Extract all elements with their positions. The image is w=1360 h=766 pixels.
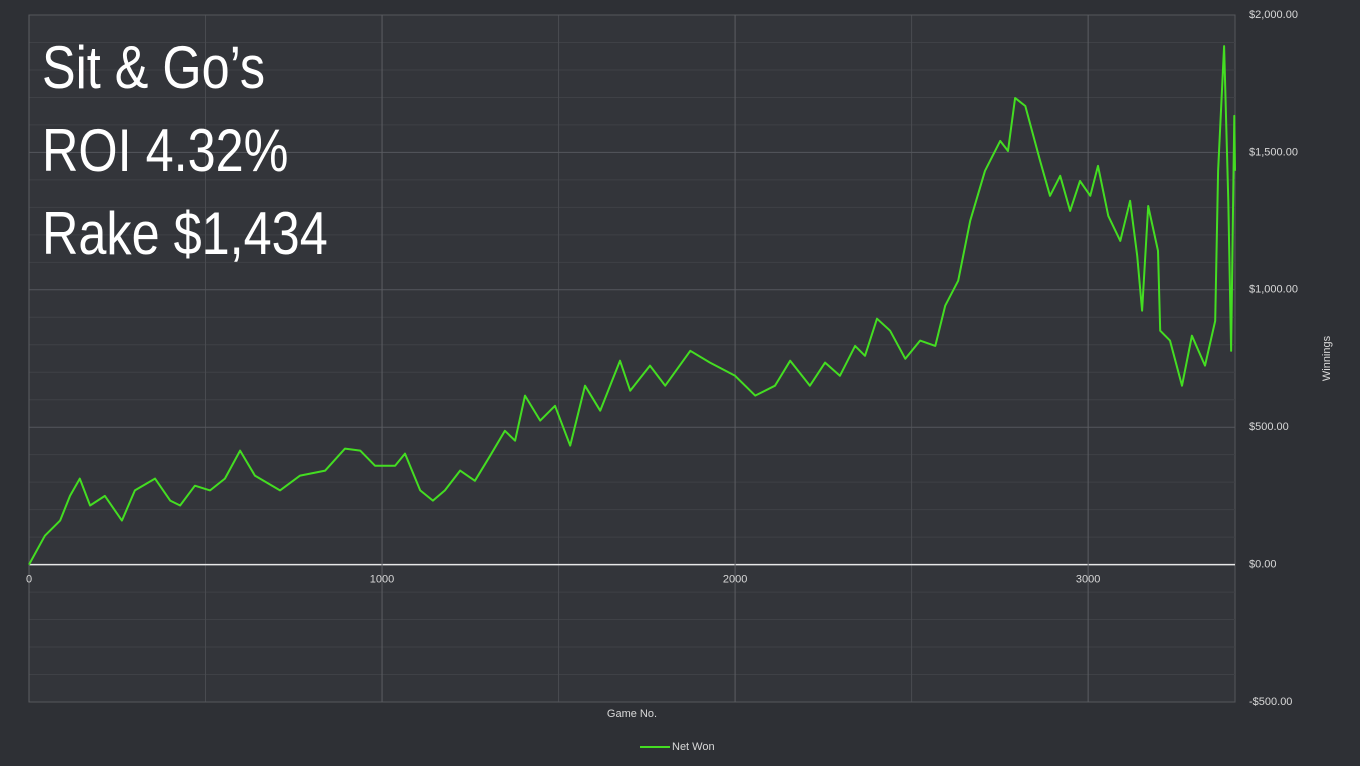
x-tick-label: 0 — [26, 574, 32, 586]
y-tick-label: $2,000.00 — [1249, 9, 1298, 21]
y-tick-label: $0.00 — [1249, 559, 1277, 571]
annotation: Sit & Go’s — [42, 34, 265, 101]
data-line — [28, 45, 1236, 566]
x-tick-label: 2000 — [723, 574, 747, 586]
annotation: Rake $1,434 — [42, 200, 328, 267]
x-tick-label: 1000 — [370, 574, 394, 586]
x-tick-label: 3000 — [1076, 574, 1100, 586]
y-axis-label: Winnings — [1321, 335, 1333, 381]
legend-label: Net Won — [672, 741, 715, 753]
annotation: ROI 4.32% — [42, 117, 288, 184]
y-tick-label: $1,500.00 — [1249, 146, 1298, 158]
y-tick-label: $500.00 — [1249, 421, 1289, 433]
title-block: Sit & Go’s ROI 4.32% Rake $1,434 — [42, 34, 328, 267]
x-axis-label: Game No. — [607, 708, 657, 720]
y-tick-label: -$500.00 — [1249, 696, 1292, 708]
y-tick-label: $1,000.00 — [1249, 284, 1298, 296]
plot-area — [28, 14, 1236, 703]
